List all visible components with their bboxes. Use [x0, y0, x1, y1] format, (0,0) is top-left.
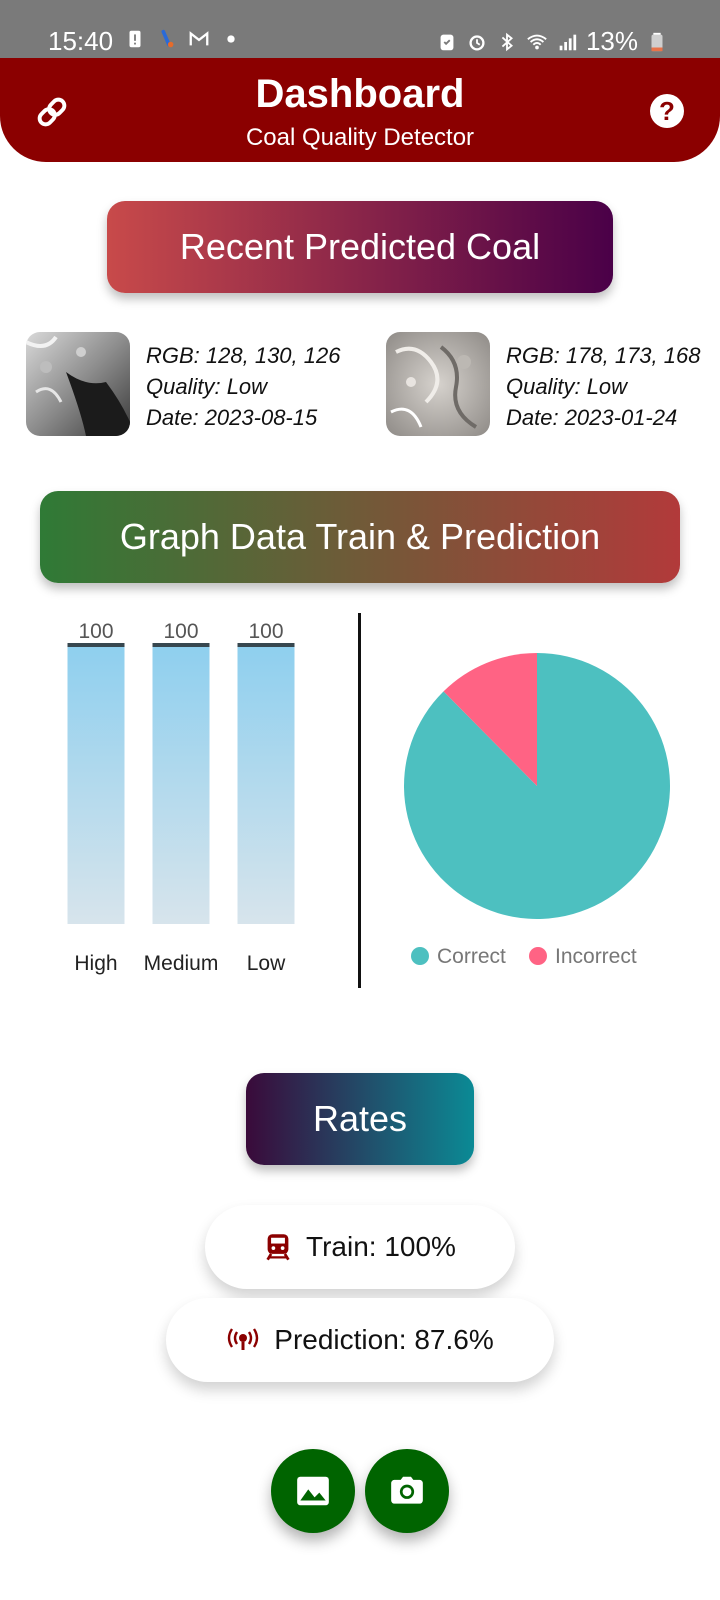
coal-thumbnail — [26, 332, 130, 436]
storage-icon — [440, 34, 454, 50]
status-right-icons: 13% — [436, 26, 668, 57]
coal-thumbnail — [386, 332, 490, 436]
pie-chart-svg: Correct Incorrect — [404, 653, 670, 968]
app-header: Dashboard Coal Quality Detector ? — [0, 58, 720, 162]
gmail-icon — [189, 31, 209, 46]
prediction-rate-label: Prediction: 87.6% — [274, 1324, 494, 1355]
legend-label: Correct — [437, 945, 506, 968]
status-time: 15:40 — [48, 26, 114, 56]
help-button[interactable]: ? — [650, 94, 684, 128]
legend-marker — [529, 947, 547, 965]
coal-quality: Quality: Low — [146, 374, 268, 399]
legend-label: Incorrect — [555, 945, 637, 968]
link-button[interactable] — [34, 94, 70, 130]
rates-banner: Rates — [246, 1073, 474, 1165]
coal-quality: Quality: Low — [506, 374, 628, 399]
pie-slice — [443, 653, 537, 786]
bar-category-label: High — [74, 952, 117, 975]
bar-value-label: 100 — [248, 620, 283, 643]
bar-chart-svg: 100 High 100 Medium 100 Low — [67, 620, 295, 975]
recent-coal-card[interactable]: RGB: 128, 130, 126 Quality: Low Date: 20… — [26, 332, 340, 436]
status-bar: 15:40 13% — [0, 0, 720, 60]
coal-rgb: RGB: 128, 130, 126 — [146, 343, 341, 368]
recent-coal-title: Recent Predicted Coal — [179, 226, 541, 267]
coal-rgb: RGB: 178, 173, 168 — [506, 343, 701, 368]
bar-category-label: Low — [247, 952, 286, 975]
broadcast-icon — [228, 1328, 259, 1350]
bar — [237, 644, 295, 924]
gallery-button[interactable] — [271, 1449, 355, 1533]
bar-cap — [152, 643, 210, 647]
page-title: Dashboard — [255, 72, 465, 116]
recent-coal-card[interactable]: RGB: 178, 173, 168 Quality: Low Date: 20… — [386, 332, 700, 436]
dot-icon — [227, 35, 235, 43]
chart-divider — [358, 613, 361, 988]
pie-chart: Correct Incorrect — [380, 618, 710, 988]
status-left-icons — [124, 28, 242, 50]
prediction-rate-pill: Prediction: 87.6% — [166, 1298, 554, 1382]
bluetooth-icon — [501, 32, 513, 51]
recent-coal-banner: Recent Predicted Coal — [107, 201, 613, 293]
bar — [152, 644, 210, 924]
link-icon — [37, 97, 67, 127]
train-icon — [266, 1234, 290, 1261]
bar-value-label: 100 — [163, 620, 198, 643]
help-icon: ? — [659, 96, 675, 126]
coal-date: Date: 2023-08-15 — [146, 405, 318, 430]
coal-date: Date: 2023-01-24 — [506, 405, 678, 430]
gallery-icon — [297, 1476, 329, 1506]
train-rate-pill: Train: 100% — [205, 1205, 515, 1289]
graph-banner: Graph Data Train & Prediction — [40, 491, 680, 583]
page-subtitle: Coal Quality Detector — [245, 124, 475, 151]
alarm-icon — [469, 34, 485, 50]
battery-icon — [651, 32, 663, 51]
bar-cap — [237, 643, 295, 647]
bar-value-label: 100 — [78, 620, 113, 643]
battery-saver-icon — [129, 30, 141, 48]
camera-icon — [391, 1476, 423, 1504]
bar-chart: 100 High 100 Medium 100 Low — [40, 618, 340, 988]
bar-cap — [67, 643, 125, 647]
train-rate-label: Train: 100% — [306, 1231, 456, 1262]
graph-title: Graph Data Train & Prediction — [119, 516, 601, 557]
signal-icon — [559, 34, 577, 50]
camera-button[interactable] — [365, 1449, 449, 1533]
bar — [67, 644, 125, 924]
coal-info: RGB: 178, 173, 168 Quality: Low Date: 20… — [506, 332, 700, 436]
bar-category-label: Medium — [144, 952, 219, 975]
wifi-icon — [527, 34, 547, 49]
app-notification-icon — [161, 29, 174, 48]
rates-title: Rates — [312, 1098, 408, 1139]
legend-marker — [411, 947, 429, 965]
coal-info: RGB: 128, 130, 126 Quality: Low Date: 20… — [146, 332, 340, 436]
battery-percent: 13% — [585, 26, 638, 56]
